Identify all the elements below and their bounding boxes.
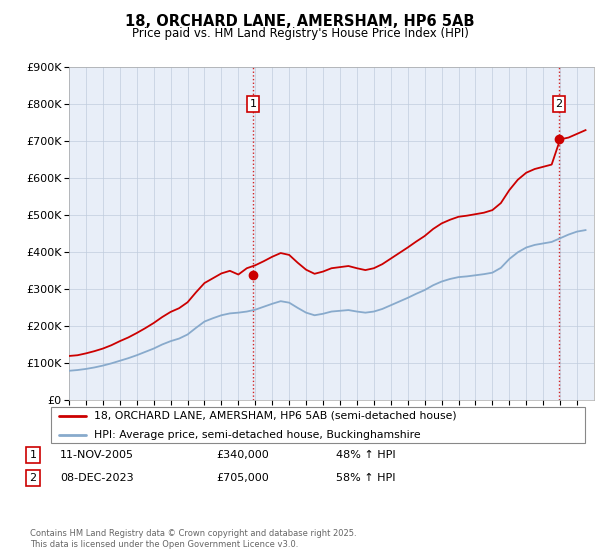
- Text: 1: 1: [29, 450, 37, 460]
- Text: 48% ↑ HPI: 48% ↑ HPI: [336, 450, 395, 460]
- Text: Contains HM Land Registry data © Crown copyright and database right 2025.
This d: Contains HM Land Registry data © Crown c…: [30, 529, 356, 549]
- Text: 2: 2: [556, 99, 563, 109]
- Text: 2: 2: [29, 473, 37, 483]
- FancyBboxPatch shape: [50, 407, 586, 443]
- Text: Price paid vs. HM Land Registry's House Price Index (HPI): Price paid vs. HM Land Registry's House …: [131, 27, 469, 40]
- Text: 1: 1: [250, 99, 257, 109]
- Text: 18, ORCHARD LANE, AMERSHAM, HP6 5AB: 18, ORCHARD LANE, AMERSHAM, HP6 5AB: [125, 14, 475, 29]
- Text: 18, ORCHARD LANE, AMERSHAM, HP6 5AB (semi-detached house): 18, ORCHARD LANE, AMERSHAM, HP6 5AB (sem…: [94, 411, 457, 421]
- Text: 11-NOV-2005: 11-NOV-2005: [60, 450, 134, 460]
- Text: 08-DEC-2023: 08-DEC-2023: [60, 473, 134, 483]
- Text: HPI: Average price, semi-detached house, Buckinghamshire: HPI: Average price, semi-detached house,…: [94, 430, 421, 440]
- Text: 58% ↑ HPI: 58% ↑ HPI: [336, 473, 395, 483]
- Text: £705,000: £705,000: [216, 473, 269, 483]
- Text: £340,000: £340,000: [216, 450, 269, 460]
